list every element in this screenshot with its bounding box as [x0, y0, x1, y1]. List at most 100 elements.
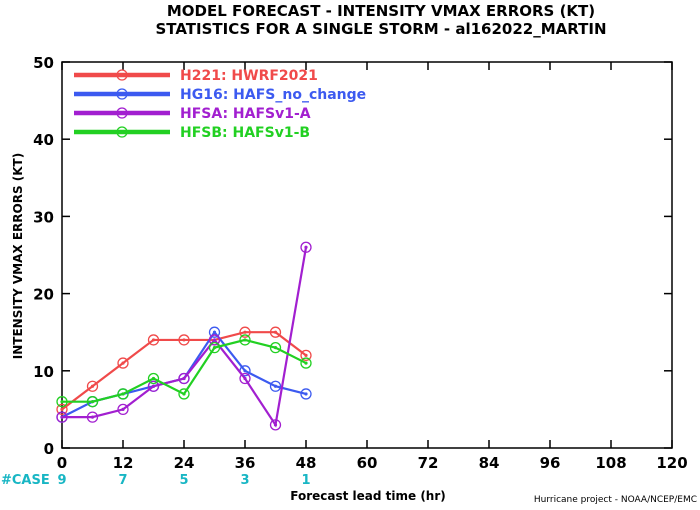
data-point-center [182, 392, 186, 396]
chart-subtitle: STATISTICS FOR A SINGLE STORM - al162022… [155, 20, 606, 38]
data-point-center [182, 338, 186, 342]
x-axis-label: Forecast lead time (hr) [290, 489, 446, 503]
x-tick-label: 72 [418, 454, 439, 472]
legend-entry: H221: HWRF2021 [74, 68, 318, 84]
y-tick-label: 10 [33, 363, 54, 381]
data-point [208, 341, 221, 354]
legend-entry: HG16: HAFS_no_change [74, 87, 366, 103]
legend-marker [116, 126, 128, 138]
data-point [239, 372, 251, 385]
y-tick-label: 40 [33, 131, 54, 149]
data-point [117, 357, 129, 369]
data-point [178, 334, 190, 346]
data-point-center [273, 346, 278, 350]
axes: 0 12 24 36 48 60 72 84 96 108 120 0 10 20 30 40 50 [33, 54, 688, 472]
data-point-center [304, 392, 308, 396]
x-tick-label: 60 [357, 454, 378, 472]
series-3 [56, 241, 312, 431]
data-point-center [304, 245, 308, 249]
data-point [269, 341, 282, 354]
legend-label: HFSB: HAFSv1-B [180, 125, 310, 141]
data-point [208, 326, 221, 338]
data-point [147, 372, 160, 385]
data-point-center [243, 330, 247, 334]
data-point-center [273, 384, 278, 388]
legend-label: H221: HWRF2021 [180, 68, 318, 84]
y-tick-label: 30 [33, 208, 54, 226]
data-point-center [60, 400, 64, 404]
data-point-center [90, 384, 95, 388]
data-point-center [121, 407, 125, 411]
data-point-center [212, 338, 217, 342]
chart-title: MODEL FORECAST - INTENSITY VMAX ERRORS (… [167, 2, 595, 20]
x-tick-label: 48 [296, 454, 317, 472]
x-tick-label: 120 [656, 454, 687, 472]
legend-label: HFSA: HAFSv1-A [180, 106, 311, 122]
data-point [300, 241, 312, 253]
legend-marker [116, 88, 128, 100]
data-point [300, 388, 312, 400]
data-point [269, 419, 282, 431]
data-point [86, 396, 99, 408]
data-point [86, 380, 99, 392]
data-point-center [243, 369, 247, 373]
data-point [56, 396, 68, 408]
data-point [86, 411, 99, 423]
series-line [62, 247, 308, 428]
data-point [117, 388, 129, 400]
data-point-center [90, 400, 95, 404]
data-point [178, 372, 190, 385]
legend-marker [116, 107, 128, 119]
x-tick-label: 36 [235, 454, 256, 472]
data-point-center [60, 407, 64, 411]
data-point-center [151, 384, 156, 388]
data-point-center [90, 415, 95, 419]
data-point-center [304, 361, 308, 365]
case-label: #CASE [1, 473, 50, 488]
series-4 [56, 334, 312, 408]
x-tick-label: 84 [479, 454, 500, 472]
case-count: 7 [118, 473, 127, 488]
case-counts: #CASE 9 7 5 3 1 [1, 473, 311, 488]
data-point-center [60, 415, 64, 419]
data-point [269, 380, 282, 392]
data-point-center [243, 376, 247, 381]
data-point [56, 403, 68, 416]
data-point [300, 357, 312, 369]
case-count: 3 [240, 473, 249, 488]
series-layer [56, 241, 312, 431]
x-tick-label: 24 [174, 454, 195, 472]
data-point [300, 349, 312, 362]
y-tick-label: 0 [44, 440, 54, 458]
y-tick-label: 50 [33, 54, 54, 72]
data-point [208, 334, 221, 346]
legend-entry: HFSB: HAFSv1-B [74, 125, 310, 141]
data-point-center [182, 376, 186, 381]
case-count: 5 [179, 473, 188, 488]
data-point [239, 326, 251, 338]
data-point-center [243, 338, 247, 342]
data-point [239, 334, 251, 346]
case-count: 9 [57, 473, 66, 488]
data-point-center [212, 346, 217, 350]
data-point-center [273, 330, 278, 334]
x-tick-label: 108 [595, 454, 626, 472]
data-point-center [151, 376, 156, 381]
plot-frame [61, 61, 673, 449]
y-axis-label: INTENSITY VMAX ERRORS (KT) [11, 153, 25, 359]
legend-entry: HFSA: HAFSv1-A [74, 106, 311, 122]
legend-marker [116, 69, 128, 81]
legend-label: HG16: HAFS_no_change [180, 87, 366, 103]
data-point [178, 388, 190, 400]
data-point [147, 380, 160, 392]
data-point-center [121, 361, 125, 365]
data-point-center [151, 338, 156, 342]
data-point-center [304, 353, 308, 357]
data-point-center [121, 392, 125, 396]
data-point [117, 403, 129, 416]
x-tick-label: 96 [540, 454, 561, 472]
credit-text: Hurricane project - NOAA/NCEP/EMC [534, 495, 697, 505]
x-tick-label: 0 [57, 454, 67, 472]
